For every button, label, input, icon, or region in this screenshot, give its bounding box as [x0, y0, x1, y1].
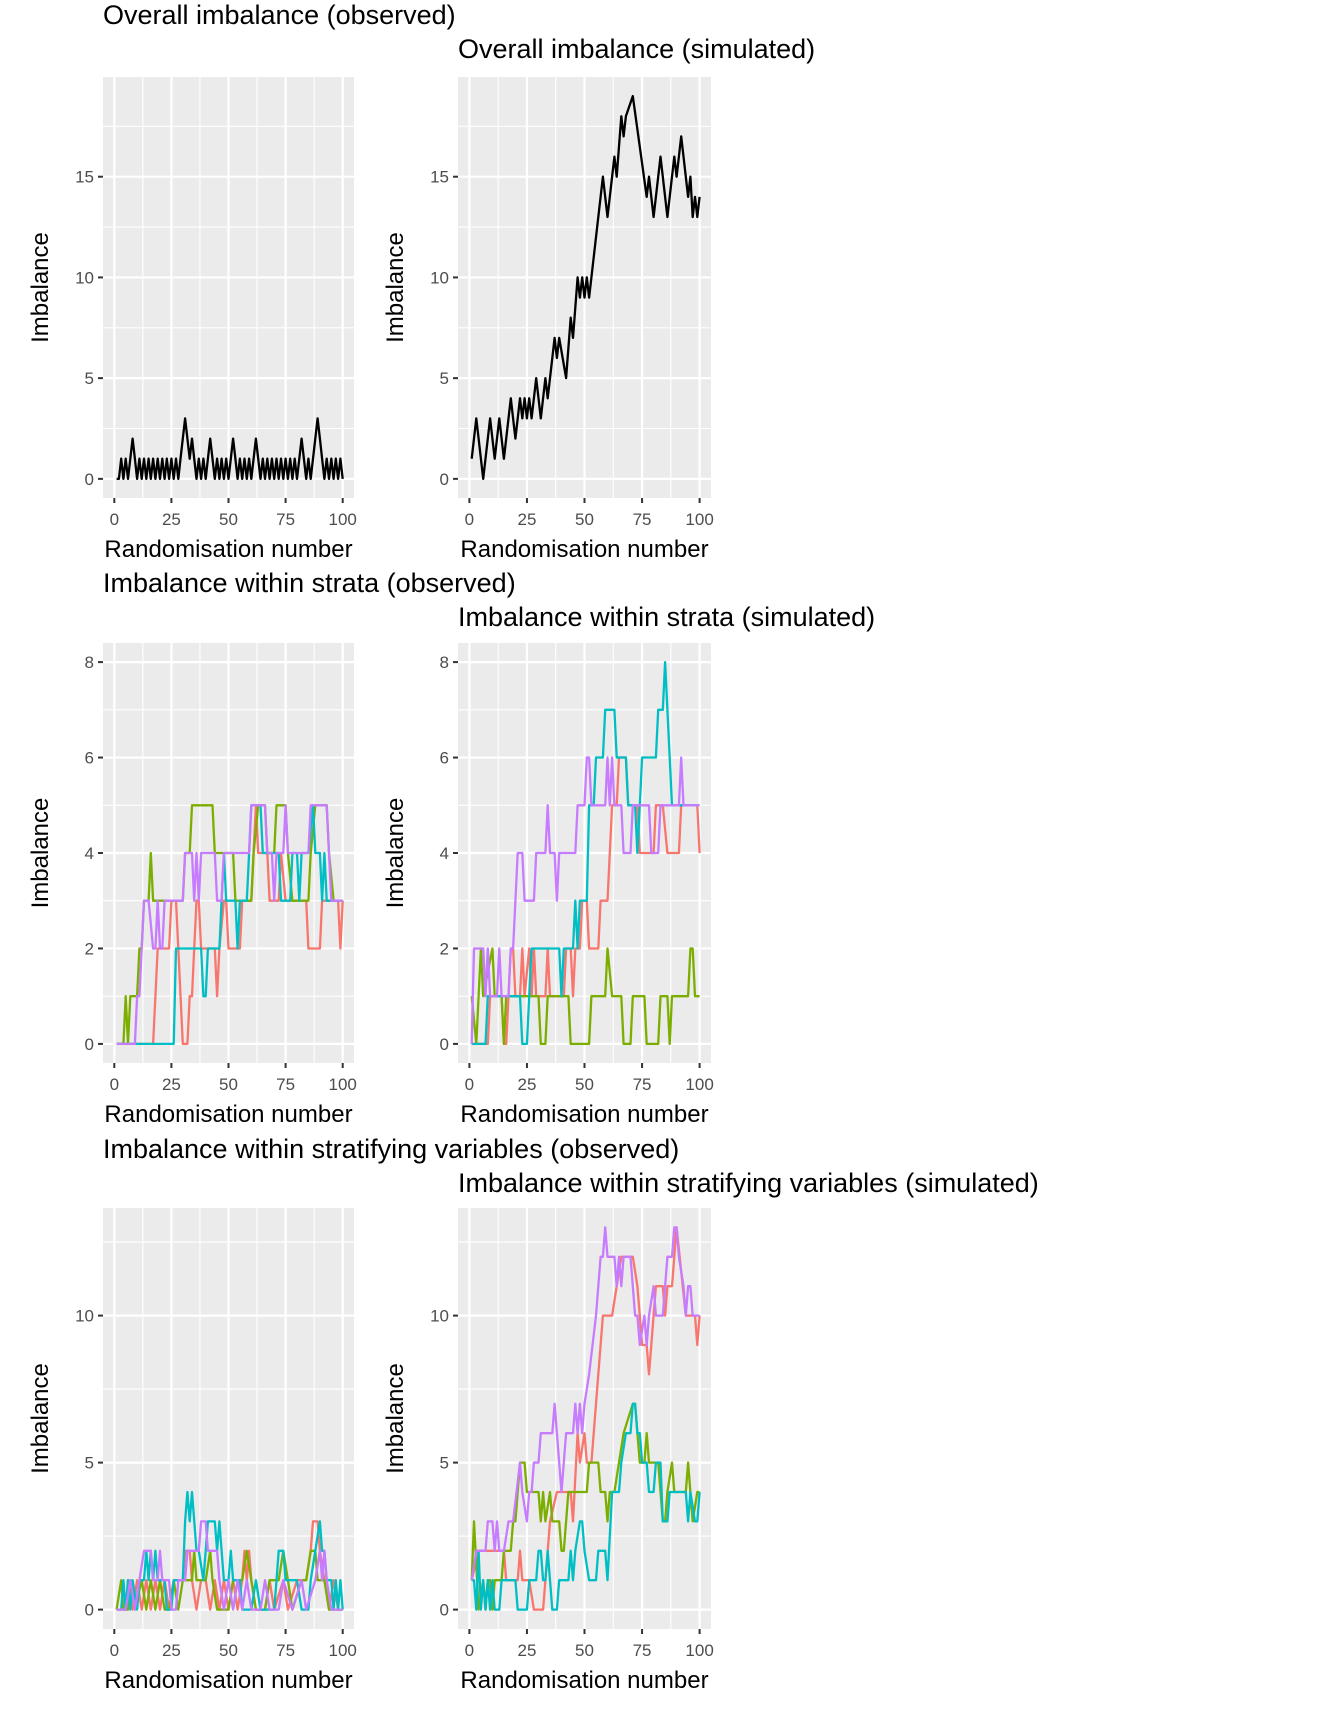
- y-tick-label: 4: [85, 844, 94, 863]
- series-line-3: [471, 1402, 701, 1611]
- series-line-1: [116, 417, 344, 481]
- x-tick-label: 50: [219, 1075, 238, 1094]
- y-tick-label: 5: [85, 1454, 94, 1473]
- panel-6: 0 25 50 75 100 0 5 10 Randomisation number Imbala…: [382, 1208, 714, 1694]
- y-axis-label: Imbalance: [382, 232, 409, 343]
- x-tick-label: 50: [219, 1641, 238, 1660]
- x-tick-label: 75: [276, 510, 295, 529]
- panel-title: Overall imbalance (observed): [103, 0, 456, 30]
- x-tick-label: 0: [465, 1641, 474, 1660]
- y-tick-label: 6: [440, 749, 449, 768]
- x-tick-label: 100: [685, 1075, 713, 1094]
- x-tick-label: 0: [465, 1075, 474, 1094]
- x-tick-label: 0: [110, 510, 119, 529]
- y-axis-label: Imbalance: [27, 232, 54, 343]
- x-tick-label: 0: [110, 1075, 119, 1094]
- x-tick-label: 75: [276, 1075, 295, 1094]
- panel-5: 0 25 50 75 100 0 5 10 Randomisation number Imbala…: [27, 1208, 357, 1694]
- x-tick-label: 0: [110, 1641, 119, 1660]
- y-tick-label: 5: [85, 369, 94, 388]
- y-tick-label: 10: [430, 1307, 449, 1326]
- x-tick-label: 25: [162, 1641, 181, 1660]
- y-tick-label: 0: [440, 1601, 449, 1620]
- y-axis-label: Imbalance: [382, 798, 409, 909]
- y-tick-label: 8: [85, 653, 94, 672]
- series-line-4: [470, 756, 700, 1044]
- x-tick-label: 50: [575, 1641, 594, 1660]
- x-tick-label: 25: [517, 510, 536, 529]
- x-tick-label: 25: [517, 1075, 536, 1094]
- y-tick-label: 0: [85, 1035, 94, 1054]
- x-axis-label: Randomisation number: [460, 536, 708, 563]
- panel-3: 0 25 50 75 100 0 2 4 6 8 Randomisation number Imbal…: [27, 643, 357, 1128]
- y-tick-label: 10: [430, 268, 449, 287]
- y-tick-label: 8: [440, 653, 449, 672]
- y-tick-label: 0: [440, 1035, 449, 1054]
- x-tick-label: 75: [633, 510, 652, 529]
- panel-2: 0 25 50 75 100 0 5 10 15 Randomisation number Imba…: [382, 77, 714, 563]
- y-axis-label: Imbalance: [382, 1363, 409, 1474]
- x-tick-label: 75: [633, 1075, 652, 1094]
- x-tick-label: 25: [162, 1075, 181, 1094]
- panel-title: Imbalance within stratifying variables (…: [458, 1168, 1039, 1198]
- x-tick-label: 75: [633, 1641, 652, 1660]
- series-line-3: [471, 660, 700, 1046]
- x-tick-label: 100: [685, 1641, 713, 1660]
- series-line-1: [470, 1226, 701, 1611]
- y-tick-label: 10: [75, 1307, 94, 1326]
- y-tick-label: 5: [440, 1454, 449, 1473]
- panel-title: Imbalance within strata (simulated): [458, 602, 875, 632]
- x-tick-label: 100: [685, 510, 713, 529]
- y-axis-label: Imbalance: [27, 798, 54, 909]
- y-tick-label: 2: [85, 939, 94, 958]
- x-tick-label: 50: [575, 510, 594, 529]
- series-line-1: [470, 94, 701, 481]
- panel-title: Imbalance within strata (observed): [103, 568, 516, 598]
- x-tick-label: 100: [329, 1075, 357, 1094]
- panel-1: 0 25 50 75 100 0 5 10 15 Randomisation number Imba…: [27, 77, 357, 563]
- x-axis-label: Randomisation number: [460, 1667, 708, 1694]
- panel-title: Imbalance within stratifying variables (…: [103, 1134, 679, 1164]
- x-tick-label: 0: [465, 510, 474, 529]
- x-tick-label: 100: [329, 1641, 357, 1660]
- x-tick-label: 25: [162, 510, 181, 529]
- x-axis-label: Randomisation number: [104, 1667, 352, 1694]
- x-tick-label: 50: [575, 1075, 594, 1094]
- series-line-4: [470, 1226, 700, 1581]
- y-axis-label: Imbalance: [27, 1363, 54, 1474]
- y-tick-label: 0: [85, 1601, 94, 1620]
- x-tick-label: 75: [276, 1641, 295, 1660]
- y-tick-label: 15: [430, 168, 449, 187]
- x-tick-label: 25: [517, 1641, 536, 1660]
- x-tick-label: 50: [219, 510, 238, 529]
- y-tick-label: 6: [85, 749, 94, 768]
- series-line-4: [116, 804, 343, 1046]
- panel-4: 0 25 50 75 100 0 2 4 6 8 Randomisation number Imbal…: [382, 643, 714, 1128]
- y-tick-label: 5: [440, 369, 449, 388]
- y-tick-label: 4: [440, 844, 449, 863]
- y-tick-label: 15: [75, 168, 94, 187]
- y-tick-label: 0: [85, 470, 94, 489]
- y-tick-label: 10: [75, 268, 94, 287]
- y-tick-label: 0: [440, 470, 449, 489]
- y-tick-label: 2: [440, 939, 449, 958]
- x-axis-label: Randomisation number: [460, 1101, 708, 1128]
- series-line-4: [116, 1520, 343, 1611]
- x-tick-label: 100: [329, 510, 357, 529]
- x-axis-label: Randomisation number: [104, 536, 352, 563]
- panel-title: Overall imbalance (simulated): [458, 34, 815, 64]
- x-axis-label: Randomisation number: [104, 1101, 352, 1128]
